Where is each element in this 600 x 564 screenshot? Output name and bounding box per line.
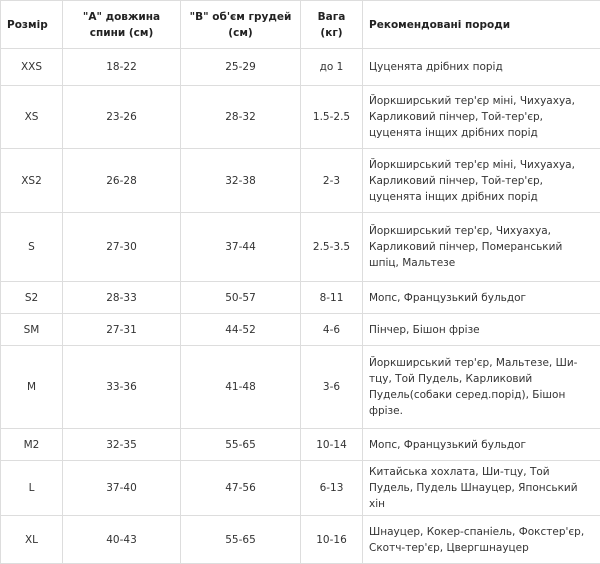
cell: XS bbox=[1, 86, 63, 149]
cell: 26-28 bbox=[63, 149, 181, 213]
breed-cell: Цуценята дрібних порід bbox=[363, 49, 600, 86]
header-cell: "А" довжина спини (см) bbox=[63, 1, 181, 49]
cell: 6-13 bbox=[301, 461, 363, 516]
breed-cell: Пінчер, Бішон фрізе bbox=[363, 314, 600, 346]
cell: M bbox=[1, 346, 63, 429]
breed-cell: Йоркширський тер'єр, Чихуахуа, Карликови… bbox=[363, 213, 600, 282]
breed-cell: Мопс, Французький бульдог bbox=[363, 429, 600, 461]
cell: XS2 bbox=[1, 149, 63, 213]
cell: 10-14 bbox=[301, 429, 363, 461]
cell: 40-43 bbox=[63, 516, 181, 564]
header-row: Розмір"А" довжина спини (см)"В" об'єм гр… bbox=[1, 1, 600, 49]
cell: 37-40 bbox=[63, 461, 181, 516]
cell: XXS bbox=[1, 49, 63, 86]
cell: 33-36 bbox=[63, 346, 181, 429]
cell: 55-65 bbox=[181, 516, 301, 564]
cell: 2-3 bbox=[301, 149, 363, 213]
breed-cell: Йоркширський тер'єр міні, Чихуахуа, Карл… bbox=[363, 149, 600, 213]
cell: 10-16 bbox=[301, 516, 363, 564]
header-cell: Вага (кг) bbox=[301, 1, 363, 49]
cell: 55-65 bbox=[181, 429, 301, 461]
cell: S2 bbox=[1, 282, 63, 314]
cell: L bbox=[1, 461, 63, 516]
cell: 27-30 bbox=[63, 213, 181, 282]
cell: S bbox=[1, 213, 63, 282]
cell: 28-33 bbox=[63, 282, 181, 314]
cell: XL bbox=[1, 516, 63, 564]
cell: 27-31 bbox=[63, 314, 181, 346]
cell: 37-44 bbox=[181, 213, 301, 282]
cell: 4-6 bbox=[301, 314, 363, 346]
cell: 32-35 bbox=[63, 429, 181, 461]
breed-cell: Мопс, Французький бульдог bbox=[363, 282, 600, 314]
cell: 18-22 bbox=[63, 49, 181, 86]
cell: 32-38 bbox=[181, 149, 301, 213]
cell: 23-26 bbox=[63, 86, 181, 149]
cell: 28-32 bbox=[181, 86, 301, 149]
cell: до 1 bbox=[301, 49, 363, 86]
cell: 8-11 bbox=[301, 282, 363, 314]
cell: 25-29 bbox=[181, 49, 301, 86]
header-cell: "В" об'єм грудей (см) bbox=[181, 1, 301, 49]
header-cell: Розмір bbox=[1, 1, 63, 49]
cell: SM bbox=[1, 314, 63, 346]
breed-cell: Китайська хохлата, Ши-тцу, Той Пудель, П… bbox=[363, 461, 600, 516]
breed-cell: Шнауцер, Кокер-спаніель, Фокстер'єр, Ско… bbox=[363, 516, 600, 564]
header-cell: Рекомендовані породи bbox=[363, 1, 600, 49]
cell: 44-52 bbox=[181, 314, 301, 346]
cell: 2.5-3.5 bbox=[301, 213, 363, 282]
cell: 47-56 bbox=[181, 461, 301, 516]
cell: 50-57 bbox=[181, 282, 301, 314]
cell: 3-6 bbox=[301, 346, 363, 429]
breed-cell: Йоркширський тер'єр, Мальтезе, Ши-тцу, Т… bbox=[363, 346, 600, 429]
cell: M2 bbox=[1, 429, 63, 461]
breed-cell: Йоркширський тер'єр міні, Чихуахуа, Карл… bbox=[363, 86, 600, 149]
cell: 41-48 bbox=[181, 346, 301, 429]
cell: 1.5-2.5 bbox=[301, 86, 363, 149]
